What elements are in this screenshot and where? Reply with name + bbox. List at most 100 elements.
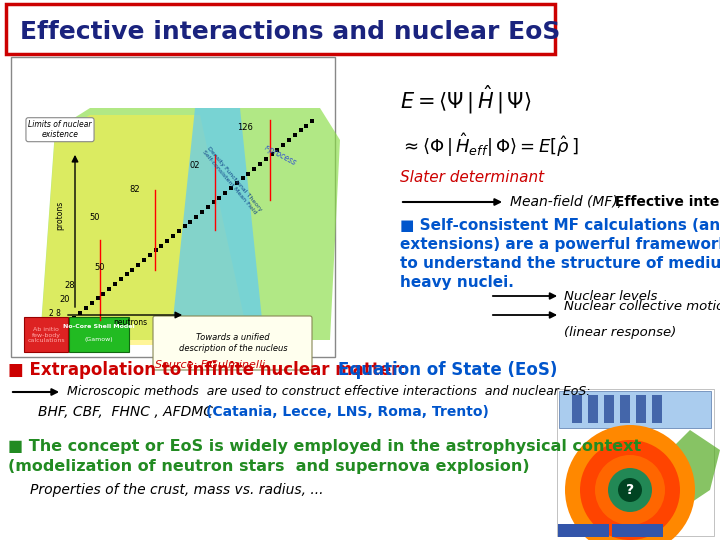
Bar xyxy=(142,258,146,262)
Bar xyxy=(310,119,314,123)
Text: 02: 02 xyxy=(190,161,200,170)
Polygon shape xyxy=(40,108,340,340)
Circle shape xyxy=(608,468,652,512)
Text: Mean-field (MF),: Mean-field (MF), xyxy=(510,195,622,209)
Bar xyxy=(183,225,186,228)
FancyBboxPatch shape xyxy=(69,317,129,352)
Text: Density Functional Theory
Self-consistent Mean Field: Density Functional Theory Self-consisten… xyxy=(202,146,263,216)
FancyBboxPatch shape xyxy=(11,57,335,357)
Bar xyxy=(246,172,251,176)
Bar xyxy=(148,253,152,257)
Bar xyxy=(240,177,245,180)
Bar xyxy=(78,311,82,315)
Bar xyxy=(287,138,291,142)
Bar xyxy=(217,195,222,200)
Bar xyxy=(282,143,285,147)
Bar xyxy=(55,330,59,334)
Bar xyxy=(66,320,71,325)
Text: ?: ? xyxy=(626,483,634,497)
FancyBboxPatch shape xyxy=(588,395,598,423)
Text: Properties of the crust, mass vs. radius, ...: Properties of the crust, mass vs. radius… xyxy=(30,483,323,497)
Bar xyxy=(136,263,140,267)
Bar xyxy=(90,301,94,305)
Text: 50: 50 xyxy=(95,263,105,272)
Text: BHF, CBF,  FHNC , AFDMC: BHF, CBF, FHNC , AFDMC xyxy=(38,405,222,419)
FancyBboxPatch shape xyxy=(572,395,582,423)
Circle shape xyxy=(565,425,695,540)
Text: No-Core Shell Model: No-Core Shell Model xyxy=(63,323,135,328)
Bar xyxy=(264,157,268,161)
Circle shape xyxy=(618,478,642,502)
Text: ■ Self-consistent MF calculations (and: ■ Self-consistent MF calculations (and xyxy=(400,219,720,233)
Text: 82: 82 xyxy=(130,185,140,194)
Text: $\approx \langle \Phi \,|\, \hat{H}_{eff} |\, \Phi \rangle = E[\hat{\rho}\,]$: $\approx \langle \Phi \,|\, \hat{H}_{eff… xyxy=(400,131,579,159)
Text: r-process: r-process xyxy=(262,143,297,167)
Bar xyxy=(269,152,274,157)
Text: Nuclear collective motion: Nuclear collective motion xyxy=(564,300,720,313)
Text: neutrons: neutrons xyxy=(113,318,147,327)
Polygon shape xyxy=(40,115,250,345)
Text: 20: 20 xyxy=(60,295,71,304)
Polygon shape xyxy=(170,108,265,348)
Text: Towards a unified
description of the nucleus: Towards a unified description of the nuc… xyxy=(179,333,287,353)
FancyBboxPatch shape xyxy=(153,316,312,370)
Bar xyxy=(96,296,99,300)
Text: ■ Extrapolation to infinite nuclear matter:: ■ Extrapolation to infinite nuclear matt… xyxy=(8,361,418,379)
Bar xyxy=(165,239,169,243)
Text: heavy nuclei.: heavy nuclei. xyxy=(400,275,514,291)
Bar xyxy=(119,277,123,281)
Text: Ab initio
few-body
calculations: Ab initio few-body calculations xyxy=(27,327,65,343)
Text: protons: protons xyxy=(55,201,65,230)
Text: Limits of nuclear
existence: Limits of nuclear existence xyxy=(28,120,91,139)
Polygon shape xyxy=(660,430,720,510)
Bar xyxy=(125,272,129,276)
Text: Microscopic methods  are used to construct effective interactions  and nuclear E: Microscopic methods are used to construc… xyxy=(67,386,590,399)
Text: (modelization of neutron stars  and supernova explosion): (modelization of neutron stars and super… xyxy=(8,458,530,474)
Text: Nuclear levels: Nuclear levels xyxy=(564,289,657,302)
Text: Source: F.Gulminelli: Source: F.Gulminelli xyxy=(155,360,265,370)
Bar xyxy=(194,215,198,219)
Bar xyxy=(293,133,297,137)
Text: to understand the structure of medium-: to understand the structure of medium- xyxy=(400,256,720,272)
Circle shape xyxy=(595,455,665,525)
Bar xyxy=(153,248,158,252)
Bar xyxy=(252,167,256,171)
Text: Effective interactions: Effective interactions xyxy=(610,195,720,209)
Bar xyxy=(60,325,65,329)
FancyBboxPatch shape xyxy=(652,395,662,423)
Bar xyxy=(107,287,111,291)
Text: extensions) are a powerful framework: extensions) are a powerful framework xyxy=(400,238,720,253)
FancyBboxPatch shape xyxy=(6,4,555,54)
Bar xyxy=(159,244,163,248)
Bar xyxy=(206,205,210,209)
Bar xyxy=(223,191,228,195)
Bar xyxy=(258,162,262,166)
Text: (Catania, Lecce, LNS, Roma, Trento): (Catania, Lecce, LNS, Roma, Trento) xyxy=(206,405,489,419)
Bar xyxy=(229,186,233,190)
Text: 126: 126 xyxy=(237,123,253,132)
Text: 2 8: 2 8 xyxy=(49,309,61,318)
Bar xyxy=(177,229,181,233)
Bar xyxy=(171,234,175,238)
Text: 50: 50 xyxy=(90,213,100,222)
Bar xyxy=(275,147,279,152)
Bar xyxy=(113,282,117,286)
Text: Equation of State (EoS): Equation of State (EoS) xyxy=(338,361,557,379)
Bar xyxy=(84,306,88,310)
Bar xyxy=(305,124,308,127)
FancyBboxPatch shape xyxy=(557,389,714,536)
FancyBboxPatch shape xyxy=(559,391,711,428)
Bar xyxy=(130,268,135,272)
Text: Effective interactions and nuclear EoS: Effective interactions and nuclear EoS xyxy=(20,20,560,44)
Bar xyxy=(200,210,204,214)
Bar xyxy=(73,315,76,320)
FancyBboxPatch shape xyxy=(611,523,662,537)
Text: (linear response): (linear response) xyxy=(564,326,676,339)
FancyBboxPatch shape xyxy=(24,317,68,352)
FancyBboxPatch shape xyxy=(557,523,608,537)
Bar xyxy=(189,220,192,224)
FancyBboxPatch shape xyxy=(620,395,630,423)
Text: $E = \langle \Psi \,|\, \hat{H} \,|\, \Psi \rangle$: $E = \langle \Psi \,|\, \hat{H} \,|\, \P… xyxy=(400,84,531,116)
Bar xyxy=(235,181,239,185)
Bar xyxy=(212,200,215,205)
